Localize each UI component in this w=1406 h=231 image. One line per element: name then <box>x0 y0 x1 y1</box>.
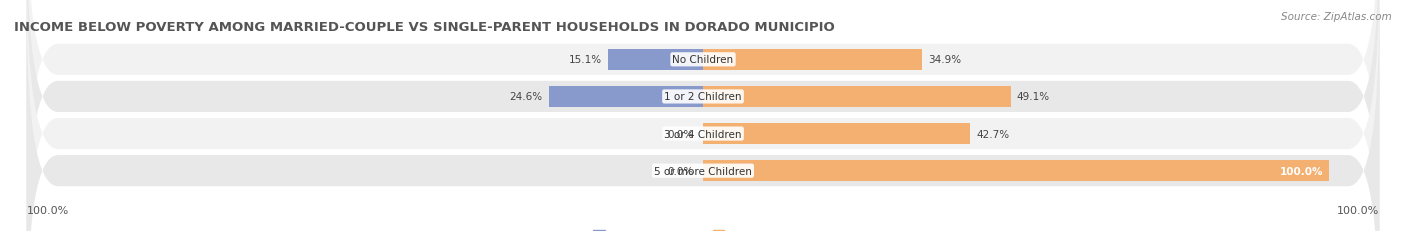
Text: 49.1%: 49.1% <box>1017 92 1050 102</box>
Text: 24.6%: 24.6% <box>509 92 543 102</box>
Text: 3 or 4 Children: 3 or 4 Children <box>664 129 742 139</box>
Text: 42.7%: 42.7% <box>977 129 1010 139</box>
Text: 5 or more Children: 5 or more Children <box>654 166 752 176</box>
Text: No Children: No Children <box>672 55 734 65</box>
Text: 100.0%: 100.0% <box>27 205 69 215</box>
FancyBboxPatch shape <box>27 0 1379 229</box>
Bar <box>548 87 703 107</box>
Text: 100.0%: 100.0% <box>1337 205 1379 215</box>
Text: 15.1%: 15.1% <box>569 55 602 65</box>
Text: 0.0%: 0.0% <box>668 129 693 139</box>
Text: Source: ZipAtlas.com: Source: ZipAtlas.com <box>1281 12 1392 21</box>
Text: 0.0%: 0.0% <box>668 166 693 176</box>
Legend: Married Couples, Single Parents: Married Couples, Single Parents <box>593 230 813 231</box>
FancyBboxPatch shape <box>27 2 1379 231</box>
Text: 100.0%: 100.0% <box>1279 166 1323 176</box>
Text: 1 or 2 Children: 1 or 2 Children <box>664 92 742 102</box>
FancyBboxPatch shape <box>27 0 1379 231</box>
Bar <box>703 87 1011 107</box>
Bar <box>703 50 921 70</box>
FancyBboxPatch shape <box>27 0 1379 231</box>
Text: INCOME BELOW POVERTY AMONG MARRIED-COUPLE VS SINGLE-PARENT HOUSEHOLDS IN DORADO : INCOME BELOW POVERTY AMONG MARRIED-COUPL… <box>14 21 835 33</box>
Bar <box>609 50 703 70</box>
Text: 34.9%: 34.9% <box>928 55 960 65</box>
Bar <box>703 124 970 144</box>
Bar <box>703 161 1329 181</box>
